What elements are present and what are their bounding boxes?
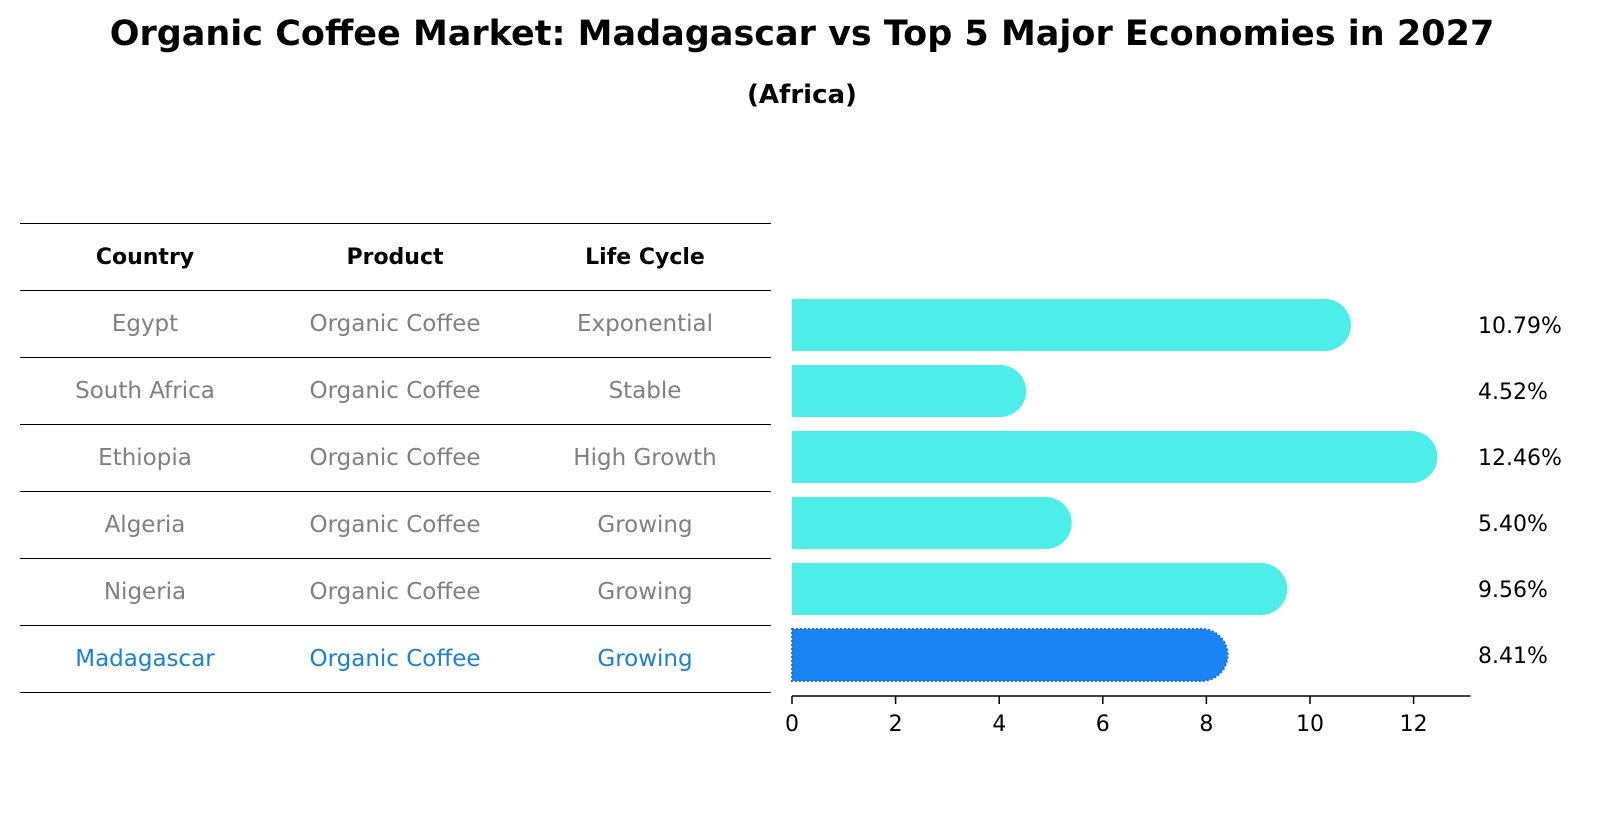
data-table: Country Product Life Cycle Egypt Organic… <box>20 223 771 693</box>
header-product: Product <box>346 244 444 270</box>
country-cell: Madagascar <box>75 646 215 672</box>
x-tick-label: 12 <box>1400 712 1428 737</box>
table-header-row: Country Product Life Cycle <box>20 223 771 291</box>
bar <box>792 497 1072 549</box>
table-row: Nigeria Organic Coffee Growing <box>20 559 771 626</box>
country-cell: Ethiopia <box>98 445 192 471</box>
table-row: South Africa Organic Coffee Stable <box>20 358 771 425</box>
table-row: Algeria Organic Coffee Growing <box>20 492 771 559</box>
product-cell: Organic Coffee <box>309 646 481 672</box>
country-cell: South Africa <box>75 378 215 404</box>
product-cell: Organic Coffee <box>309 579 481 605</box>
product-cell: Organic Coffee <box>309 378 481 404</box>
x-tick-label: 4 <box>992 712 1006 737</box>
country-cell: Egypt <box>111 311 179 337</box>
bar <box>792 563 1288 615</box>
value-label: 9.56% <box>1478 578 1548 603</box>
table-row: Egypt Organic Coffee Exponential <box>20 291 771 358</box>
chart-title: Organic Coffee Market: Madagascar vs Top… <box>109 14 1495 54</box>
table-row-highlight: Madagascar Organic Coffee Growing <box>20 626 771 693</box>
life-cycle-cell: Stable <box>608 378 682 404</box>
life-cycle-cell: Growing <box>597 646 693 672</box>
bar <box>792 365 1027 417</box>
x-tick-label: 2 <box>889 712 903 737</box>
x-tick-label: 10 <box>1296 712 1324 737</box>
chart-subtitle: (Africa) <box>747 80 857 110</box>
value-label: 10.79% <box>1478 314 1562 339</box>
header-country: Country <box>95 244 195 270</box>
value-label: 5.40% <box>1478 512 1548 537</box>
product-cell: Organic Coffee <box>309 445 481 471</box>
header-life-cycle: Life Cycle <box>585 244 705 270</box>
product-cell: Organic Coffee <box>309 512 481 538</box>
x-tick-label: 0 <box>785 712 799 737</box>
country-cell: Algeria <box>104 512 186 538</box>
value-label: 8.41% <box>1478 644 1548 669</box>
life-cycle-cell: Exponential <box>576 311 713 337</box>
table-row: Ethiopia Organic Coffee High Growth <box>20 425 771 492</box>
bar-highlight <box>791 628 1229 682</box>
bar <box>792 299 1351 351</box>
bar <box>792 431 1438 483</box>
life-cycle-cell: Growing <box>597 512 693 538</box>
value-label: 12.46% <box>1478 446 1562 471</box>
x-tick-label: 8 <box>1199 712 1213 737</box>
life-cycle-cell: High Growth <box>573 445 717 471</box>
value-label: 4.52% <box>1478 380 1548 405</box>
product-cell: Organic Coffee <box>309 311 481 337</box>
country-cell: Nigeria <box>103 579 187 605</box>
x-tick-label: 6 <box>1096 712 1110 737</box>
life-cycle-cell: Growing <box>597 579 693 605</box>
